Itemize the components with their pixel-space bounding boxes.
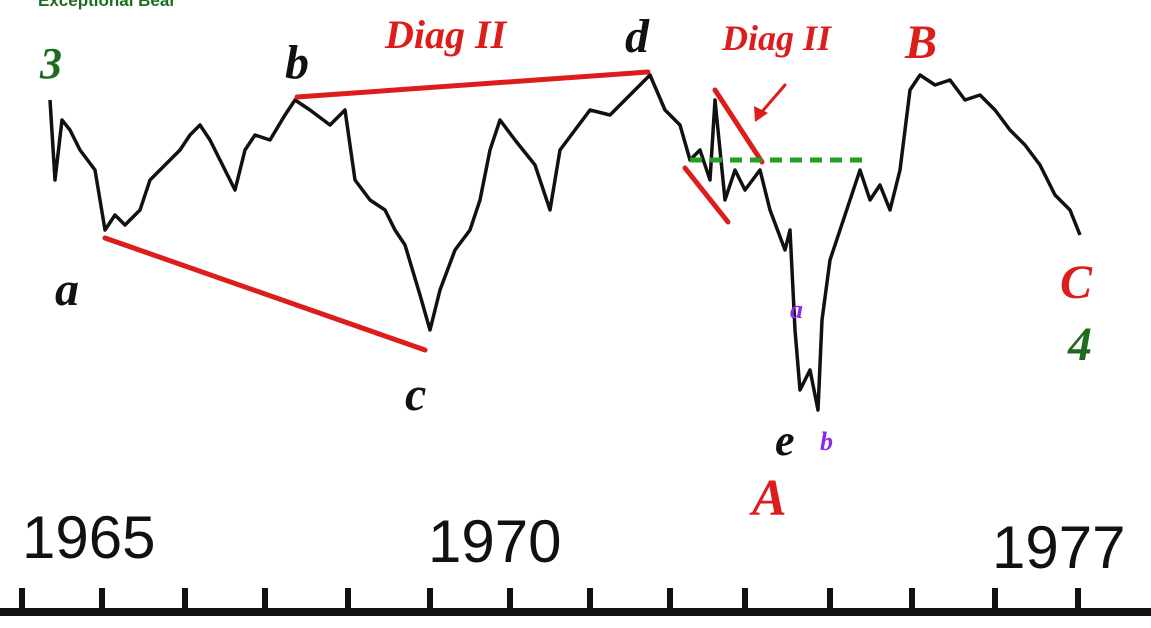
axis-tick [427,588,433,610]
title: Exceptional Bear [38,0,176,10]
wave-label: 3 [39,39,62,88]
wave-label: Diag II [384,12,508,57]
wave-label: b [820,427,833,456]
wave-label: c [405,368,426,421]
wave-label: a [55,263,79,316]
wave-label: B [904,16,937,69]
time-axis [0,588,1151,616]
axis-tick [587,588,593,610]
arrow [758,83,787,116]
wave-label: d [625,10,650,63]
year-label: 1965 [22,504,155,571]
axis-tick [667,588,673,610]
trendline [102,235,428,353]
axis-tick [182,588,188,610]
wave-label: A [749,470,787,527]
year-label: 1970 [428,508,561,575]
axis-tick [345,588,351,610]
trendline [712,87,765,165]
year-label: 1977 [992,514,1125,581]
wave-label: e [775,416,795,465]
axis-line [0,608,1151,616]
trendline [682,165,731,225]
wave-label: C [1060,256,1093,309]
wave-label: 4 [1067,318,1092,371]
wave-label: a [790,295,803,324]
wave-label: b [285,36,309,89]
axis-tick [99,588,105,610]
price-trace [48,73,1082,412]
trendlines [102,69,787,353]
trendline [294,69,651,100]
axis-tick [19,588,25,610]
axis-tick [1075,588,1081,610]
axis-tick [262,588,268,610]
axis-tick [742,588,748,610]
axis-tick [992,588,998,610]
axis-tick [507,588,513,610]
wave-label: Diag II [721,18,833,58]
axis-tick [909,588,915,610]
arrow-head [754,106,768,122]
axis-tick [827,588,833,610]
